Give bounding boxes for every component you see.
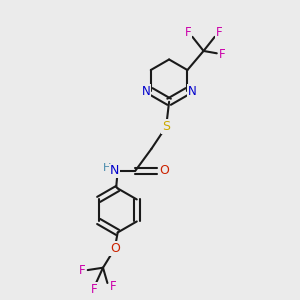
- Text: F: F: [219, 48, 226, 61]
- Text: N: N: [110, 164, 119, 177]
- Text: S: S: [162, 120, 170, 133]
- Text: F: F: [185, 26, 191, 39]
- Text: F: F: [91, 283, 98, 296]
- Text: O: O: [110, 242, 120, 255]
- Text: H: H: [103, 164, 112, 173]
- Text: N: N: [142, 85, 151, 98]
- Text: N: N: [188, 85, 196, 98]
- Text: F: F: [216, 26, 222, 39]
- Text: F: F: [110, 280, 116, 293]
- Text: O: O: [159, 164, 169, 177]
- Text: F: F: [79, 264, 85, 277]
